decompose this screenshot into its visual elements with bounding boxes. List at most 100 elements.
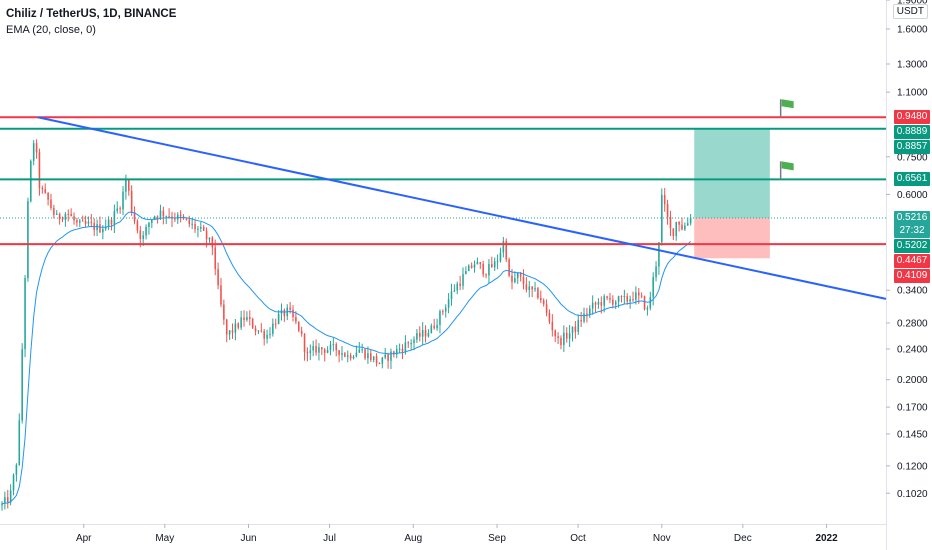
candle-body <box>577 319 580 332</box>
candle-body <box>421 330 424 337</box>
currency-badge[interactable]: USDT <box>892 4 928 19</box>
candle-body <box>341 353 343 355</box>
x-tick-label: Aug <box>404 533 422 544</box>
candle-body <box>300 330 303 334</box>
candle-body <box>433 325 435 329</box>
candle-body <box>493 261 496 268</box>
candle-body <box>620 296 623 298</box>
candle-body <box>4 497 6 504</box>
candle-body <box>586 313 588 315</box>
candle-body <box>323 349 326 353</box>
candle-body <box>67 213 70 215</box>
candle-body <box>47 192 49 200</box>
candle-body <box>35 143 38 153</box>
candle-body <box>335 344 338 351</box>
candle-body <box>390 351 392 361</box>
candle-body <box>27 201 29 279</box>
candle-body <box>424 330 427 337</box>
candle-body <box>600 301 603 306</box>
candle-body <box>15 464 18 475</box>
candle-body <box>50 199 52 209</box>
candle-body <box>165 216 168 218</box>
candle-body <box>603 296 605 306</box>
x-tick-label: Sep <box>488 533 506 544</box>
candle-body <box>303 333 306 353</box>
candle-body <box>9 490 12 503</box>
drawings <box>0 99 887 300</box>
candle-body <box>629 299 631 302</box>
x-tick-label: Dec <box>734 533 752 544</box>
candle-body <box>251 318 254 329</box>
candle-body <box>130 190 133 213</box>
candle-body <box>257 330 260 332</box>
candle-body <box>395 349 398 355</box>
candle-body <box>568 333 571 339</box>
candle-body <box>234 323 237 333</box>
candle-body <box>456 283 459 291</box>
candle-body <box>542 300 545 305</box>
x-tick-label: Nov <box>653 533 671 544</box>
candle-body <box>591 302 594 309</box>
candle-body <box>32 143 35 161</box>
candle-body <box>462 274 464 286</box>
candle-body <box>476 262 479 265</box>
candle-body <box>416 333 418 340</box>
candle-body <box>349 355 352 359</box>
candle-body <box>450 291 453 300</box>
candle-body <box>344 353 346 357</box>
candle-body <box>274 323 277 325</box>
candle-body <box>646 308 649 310</box>
candle-body <box>447 299 450 308</box>
candle-body <box>508 259 510 276</box>
candle-body <box>162 210 165 217</box>
candle-body <box>413 339 415 344</box>
price-label-teal-mid: 0.8857 <box>894 140 930 154</box>
y-tick-label: 0.3400 <box>897 286 928 297</box>
candle-body <box>217 269 219 286</box>
candle-body <box>519 273 522 277</box>
candle-body <box>148 222 150 228</box>
candle-body <box>329 344 332 350</box>
candle-body <box>318 347 320 353</box>
candle-body <box>263 330 265 339</box>
candle-body <box>565 332 568 339</box>
candle-body <box>119 208 121 210</box>
candle-body <box>398 348 401 350</box>
candle-body <box>502 241 505 253</box>
x-tick-label: May <box>155 533 174 544</box>
candle-body <box>246 317 248 321</box>
y-tick-label: 0.2800 <box>897 318 928 329</box>
ema-line <box>1 211 691 505</box>
candle-body <box>202 227 205 231</box>
candle-body <box>332 344 335 346</box>
y-tick-label: 0.1700 <box>897 403 928 414</box>
candle-body <box>110 219 113 225</box>
candle-body <box>661 195 663 243</box>
trendline <box>37 116 887 300</box>
candle-body <box>96 224 98 231</box>
candle-body <box>44 189 47 193</box>
candle-body <box>231 330 234 333</box>
candle-body <box>122 191 124 210</box>
candle-body <box>174 218 176 220</box>
price-label-teal-low: 0.6561 <box>894 172 930 186</box>
candle-body <box>24 278 26 350</box>
current-price-value: 0.5216 <box>896 212 928 223</box>
candle-body <box>248 317 251 319</box>
candle-body <box>266 334 268 339</box>
candle-body <box>467 265 470 272</box>
candle-body <box>407 342 410 344</box>
candle-body <box>663 195 666 205</box>
candle-body <box>1 503 3 506</box>
y-tick-label: 0.1450 <box>897 429 928 440</box>
candle-body <box>55 213 58 215</box>
candle-body <box>225 319 228 335</box>
candle-body <box>554 330 557 337</box>
candle-body <box>6 497 9 503</box>
candle-body <box>496 261 499 263</box>
x-tick-label: Oct <box>570 533 586 544</box>
candle-body <box>491 263 493 268</box>
candle-body <box>666 204 669 218</box>
candle-body <box>655 266 657 278</box>
